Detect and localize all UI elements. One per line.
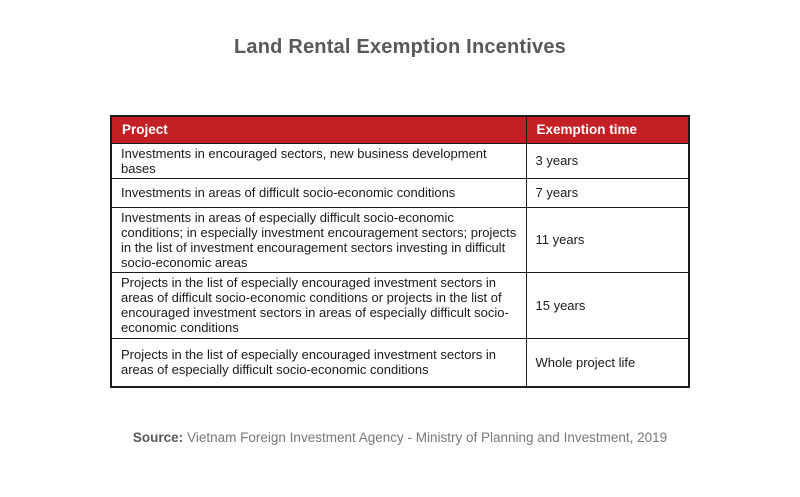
exemption-time-cell: 3 years <box>525 142 690 179</box>
page-title: Land Rental Exemption Incentives <box>233 36 567 58</box>
table-row: Investments in areas of difficult socio-… <box>110 177 690 208</box>
project-cell: Projects in the list of especially encou… <box>110 271 527 339</box>
exemption-time-cell: 11 years <box>525 206 690 273</box>
table-row: Investments in areas of especially diffi… <box>110 206 690 273</box>
incentives-table: Project Exemption time Investments in en… <box>110 115 690 388</box>
source-text: Vietnam Foreign Investment Agency - Mini… <box>187 430 668 445</box>
exemption-time-cell: Whole project life <box>525 337 690 388</box>
project-cell: Investments in areas of difficult socio-… <box>110 177 527 208</box>
col-header-exemption-time: Exemption time <box>525 115 690 144</box>
table-row: Projects in the list of especially encou… <box>110 337 690 388</box>
source-label: Source: <box>132 430 184 445</box>
source-line: Source: Vietnam Foreign Investment Agency… <box>0 430 800 445</box>
exemption-time-cell: 7 years <box>525 177 690 208</box>
project-cell: Investments in areas of especially diffi… <box>110 206 527 273</box>
col-header-project: Project <box>110 115 527 144</box>
table-header-row: Project Exemption time <box>110 115 690 144</box>
project-cell: Investments in encouraged sectors, new b… <box>110 142 527 179</box>
table-row: Projects in the list of especially encou… <box>110 271 690 339</box>
exemption-time-cell: 15 years <box>525 271 690 339</box>
project-cell: Projects in the list of especially encou… <box>110 337 527 388</box>
table-row: Investments in encouraged sectors, new b… <box>110 142 690 179</box>
